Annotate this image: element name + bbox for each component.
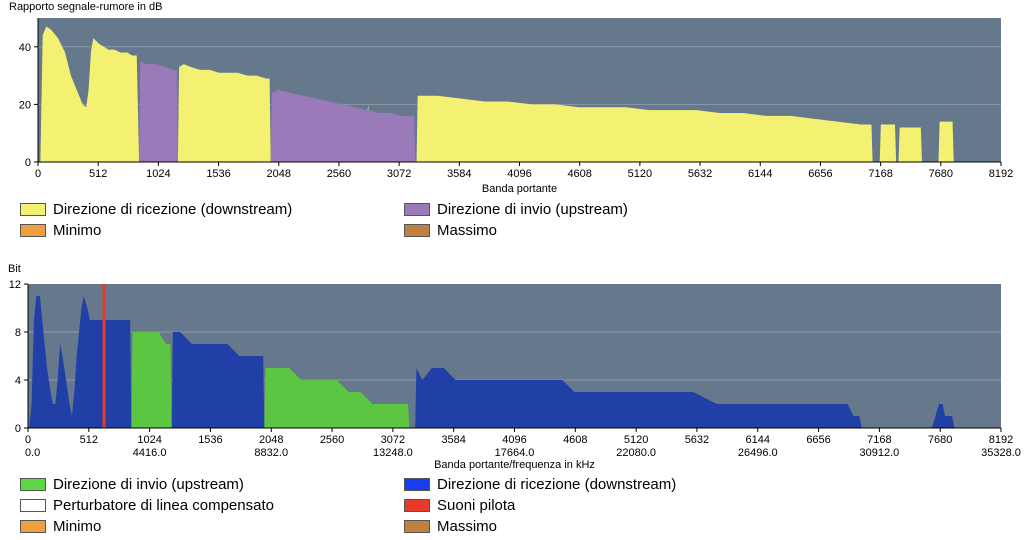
bit-chart-title: Bit bbox=[8, 263, 21, 275]
x-tick-label-frequency: 17664.0 bbox=[495, 447, 535, 459]
series-area bbox=[40, 26, 954, 162]
legend-item-upstream: Direzione di invio (upstream) bbox=[404, 201, 628, 218]
y-tick-label: 0 bbox=[15, 423, 21, 435]
legend-label: Direzione di invio (upstream) bbox=[53, 476, 244, 493]
x-tick-label-frequency: 26496.0 bbox=[738, 447, 778, 459]
x-tick-label: 0 bbox=[35, 168, 41, 180]
legend-label: Direzione di invio (upstream) bbox=[437, 201, 628, 218]
y-tick-label: 0 bbox=[25, 157, 31, 169]
legend-item-upstream: Direzione di invio (upstream) bbox=[20, 476, 244, 493]
snr-chart: 0 20 40 0 512 1024 1536 2048 2560 3072 3584 4096 460… bbox=[19, 18, 1013, 195]
x-tick-label: 7680 bbox=[928, 434, 952, 446]
x-tick-label: 0 bbox=[25, 434, 31, 446]
x-tick-label-frequency: 13248.0 bbox=[373, 447, 413, 459]
legend-item-downstream: Direzione di ricezione (downstream) bbox=[404, 476, 676, 493]
x-tick-label: 7168 bbox=[868, 168, 892, 180]
y-tick-label: 4 bbox=[15, 375, 21, 387]
legend-swatch bbox=[20, 203, 46, 216]
x-tick-label: 7680 bbox=[929, 168, 953, 180]
x-tick-label: 8192 bbox=[989, 168, 1013, 180]
x-tick-label: 3072 bbox=[381, 434, 405, 446]
x-tick-label: 4608 bbox=[567, 168, 591, 180]
x-tick-label: 5632 bbox=[688, 168, 712, 180]
legend-label: Direzione di ricezione (downstream) bbox=[437, 476, 677, 493]
legend-swatch bbox=[404, 520, 430, 533]
x-tick-label: 4608 bbox=[563, 434, 587, 446]
x-tick-label: 512 bbox=[89, 168, 107, 180]
x-tick-label: 5120 bbox=[628, 168, 652, 180]
legend-item-massimo: Massimo bbox=[404, 518, 497, 535]
x-tick-label: 5120 bbox=[624, 434, 648, 446]
legend-item-crosstalk: Perturbatore di linea compensato bbox=[20, 497, 274, 514]
x-tick-label: 6656 bbox=[806, 434, 830, 446]
legend-swatch bbox=[20, 520, 46, 533]
y-tick-label: 40 bbox=[19, 42, 31, 54]
x-tick-label: 4096 bbox=[502, 434, 526, 446]
legend-swatch bbox=[404, 203, 430, 216]
x-tick-label: 7168 bbox=[867, 434, 891, 446]
legend-swatch bbox=[404, 499, 430, 512]
x-tick-label: 4096 bbox=[507, 168, 531, 180]
x-tick-label: 5632 bbox=[685, 434, 709, 446]
legend-label: Direzione di ricezione (downstream) bbox=[53, 201, 293, 218]
x-tick-label: 6144 bbox=[748, 168, 772, 180]
x-tick-label-frequency: 0.0 bbox=[25, 447, 40, 459]
x-tick-label: 3584 bbox=[447, 168, 471, 180]
y-tick-label: 20 bbox=[19, 99, 31, 111]
y-tick-label: 12 bbox=[9, 279, 21, 291]
legend-label: Massimo bbox=[437, 518, 498, 535]
legend-swatch bbox=[20, 478, 46, 491]
x-tick-label: 6656 bbox=[808, 168, 832, 180]
x-tick-label: 2560 bbox=[320, 434, 344, 446]
x-axis-label: Banda portante bbox=[482, 183, 557, 195]
snr-chart-title: Rapporto segnale-rumore in dB bbox=[9, 1, 163, 13]
x-tick-label: 3072 bbox=[387, 168, 411, 180]
x-tick-label: 6144 bbox=[746, 434, 770, 446]
y-tick-label: 8 bbox=[15, 327, 21, 339]
series-area bbox=[29, 296, 955, 428]
legend-label: Minimo bbox=[53, 518, 102, 535]
x-tick-label-frequency: 30912.0 bbox=[859, 447, 899, 459]
x-tick-label: 1024 bbox=[137, 434, 161, 446]
x-tick-label: 1536 bbox=[198, 434, 222, 446]
legend-item-minimo: Minimo bbox=[20, 222, 101, 239]
legend-swatch bbox=[404, 224, 430, 237]
legend-label: Massimo bbox=[437, 222, 498, 239]
series-area bbox=[139, 61, 416, 163]
legend-label: Perturbatore di linea compensato bbox=[53, 497, 274, 514]
x-tick-label: 3584 bbox=[441, 434, 465, 446]
legend-label: Minimo bbox=[53, 222, 102, 239]
x-tick-label: 512 bbox=[80, 434, 98, 446]
x-tick-label: 8192 bbox=[989, 434, 1013, 446]
x-tick-label: 1024 bbox=[146, 168, 170, 180]
legend-swatch bbox=[20, 499, 46, 512]
x-tick-label-frequency: 22080.0 bbox=[616, 447, 656, 459]
bit-chart: 0 4 8 12 0 512 1024 1536 2048 2560 3072 3584 4096 460… bbox=[9, 279, 1021, 471]
x-tick-label: 2048 bbox=[259, 434, 283, 446]
series-area bbox=[131, 332, 410, 428]
x-tick-label-frequency: 8832.0 bbox=[254, 447, 288, 459]
x-axis-label: Banda portante/frequenza in kHz bbox=[434, 459, 595, 471]
legend-item-pilot: Suoni pilota bbox=[404, 497, 515, 514]
x-tick-label-frequency: 35328.0 bbox=[981, 447, 1021, 459]
legend-swatch bbox=[20, 224, 46, 237]
legend-label: Suoni pilota bbox=[437, 497, 516, 514]
legend-item-downstream: Direzione di ricezione (downstream) bbox=[20, 201, 292, 218]
legend-item-massimo: Massimo bbox=[404, 222, 497, 239]
x-tick-label-frequency: 4416.0 bbox=[133, 447, 167, 459]
legend-swatch bbox=[404, 478, 430, 491]
x-tick-label: 1536 bbox=[206, 168, 230, 180]
x-tick-label: 2560 bbox=[327, 168, 351, 180]
x-tick-label: 2048 bbox=[267, 168, 291, 180]
legend-item-minimo: Minimo bbox=[20, 518, 101, 535]
